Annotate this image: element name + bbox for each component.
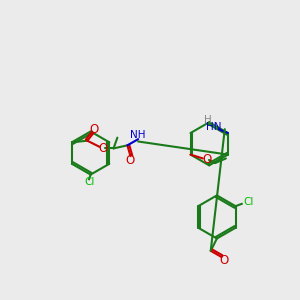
Text: Cl: Cl: [84, 177, 94, 187]
Text: HN: HN: [206, 122, 222, 132]
Text: H: H: [204, 115, 212, 125]
Text: O: O: [219, 254, 228, 267]
Text: NH: NH: [130, 130, 145, 140]
Text: O: O: [202, 154, 211, 166]
Text: O: O: [90, 123, 99, 136]
Text: Cl: Cl: [244, 197, 254, 207]
Text: O: O: [98, 142, 107, 155]
Text: O: O: [126, 154, 135, 167]
